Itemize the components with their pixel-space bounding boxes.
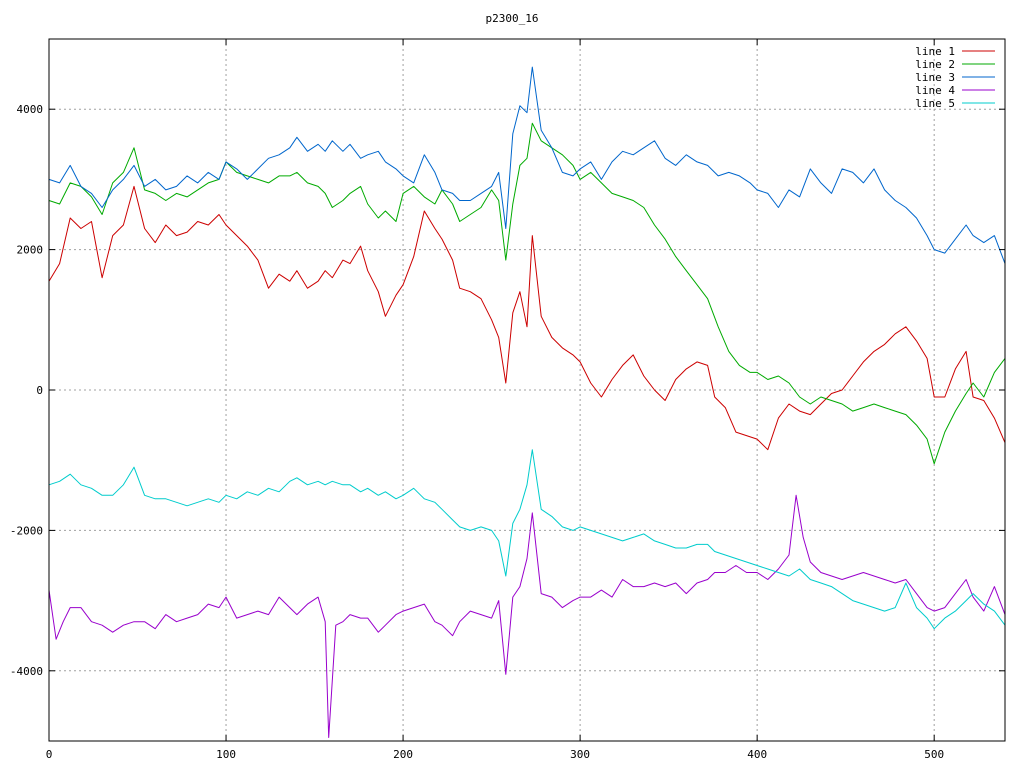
legend-label: line 1: [915, 45, 955, 58]
y-tick-label: -4000: [10, 665, 43, 678]
chart-title: p2300_16: [486, 12, 539, 25]
x-tick-label: 100: [216, 748, 236, 761]
x-tick-label: 300: [570, 748, 590, 761]
x-tick-label: 200: [393, 748, 413, 761]
legend-label: line 2: [915, 58, 955, 71]
series-group: [48, 66, 1006, 738]
legend-label: line 4: [915, 84, 955, 97]
y-tick-label: 2000: [17, 244, 44, 257]
axes: 0 100 200 300 400 500 -4000 -2000 0 2000 4000: [10, 39, 1005, 761]
series-line-3: [48, 66, 1006, 264]
y-tick-label: 4000: [17, 103, 44, 116]
legend-label: line 5: [915, 97, 955, 110]
x-tick-label: 0: [46, 748, 53, 761]
grid: [49, 39, 1005, 741]
x-tick-label: 500: [924, 748, 944, 761]
legend-label: line 3: [915, 71, 955, 84]
y-tick-label: -2000: [10, 524, 43, 537]
series-line-1: [48, 185, 1006, 451]
y-tick-label: 0: [36, 384, 43, 397]
series-line-5: [48, 449, 1006, 630]
series-line-4: [48, 494, 1006, 738]
x-tick-label: 400: [747, 748, 767, 761]
